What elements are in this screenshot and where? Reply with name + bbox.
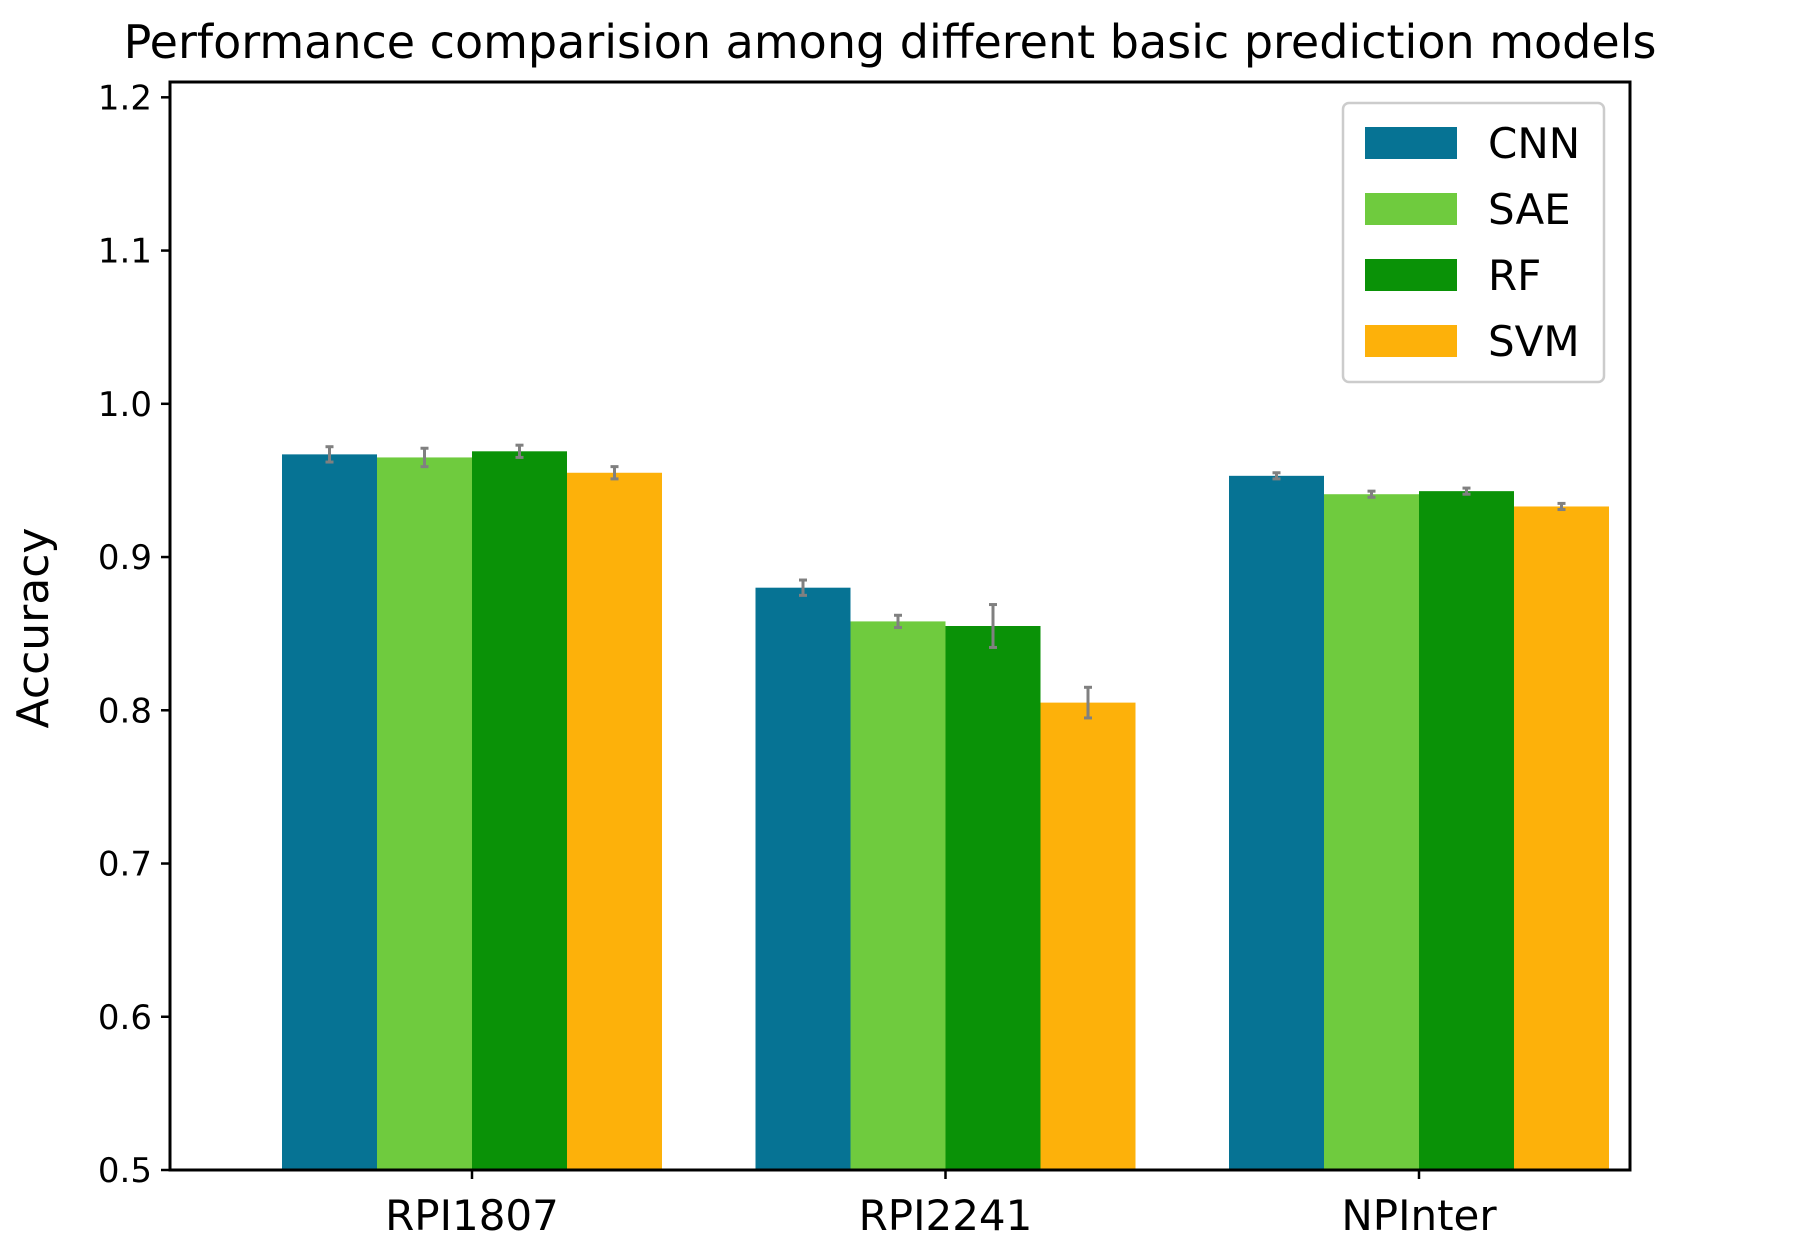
- error-bar-cnn-npinter: [1272, 471, 1281, 481]
- legend-label: RF: [1488, 251, 1541, 300]
- error-bar-svm-rpi1807: [610, 465, 619, 481]
- bar-sae-rpi2241: [850, 621, 946, 1170]
- y-tick-label: 0.8: [98, 691, 152, 731]
- y-tick-label: 0.9: [98, 538, 152, 578]
- chart-title: Performance comparision among different …: [124, 15, 1657, 69]
- legend-label: SAE: [1488, 185, 1571, 234]
- error-bar-rf-rpi2241: [989, 603, 997, 649]
- bar-svm-rpi1807: [567, 472, 662, 1170]
- error-bar-sae-npinter: [1367, 489, 1376, 499]
- y-tick-label: 1.1: [98, 232, 152, 272]
- y-tick-label: 1.2: [98, 78, 152, 118]
- legend-swatch: [1365, 259, 1457, 291]
- bar-sae-rpi1807: [377, 457, 472, 1170]
- bar-rf-npinter: [1419, 491, 1514, 1170]
- bar-cnn-npinter: [1229, 475, 1324, 1171]
- legend-swatch: [1365, 325, 1457, 357]
- y-tick-label: 1.0: [98, 385, 152, 425]
- legend-item-sae: SAE: [1365, 185, 1571, 234]
- error-bar-sae-rpi2241: [894, 613, 902, 630]
- error-bar-cnn-rpi2241: [799, 578, 807, 597]
- legend-label: CNN: [1488, 119, 1580, 168]
- plot-frame: [168, 80, 1632, 1172]
- x-tick-label: NPInter: [1341, 1191, 1497, 1240]
- bar-sae-npinter: [1324, 494, 1419, 1170]
- error-bars-layer: [325, 443, 1566, 720]
- bar-cnn-rpi1807: [282, 454, 377, 1170]
- bar-rf-rpi1807: [472, 451, 567, 1171]
- error-bar-cnn-rpi1807: [325, 445, 334, 464]
- error-bar-svm-npinter: [1557, 501, 1566, 512]
- bar-svm-rpi2241: [1040, 702, 1136, 1170]
- error-bar-svm-rpi2241: [1084, 685, 1092, 720]
- legend-swatch: [1365, 193, 1457, 225]
- legend-item-rf: RF: [1365, 251, 1541, 300]
- y-tick-label: 0.5: [98, 1151, 152, 1191]
- legend-item-svm: SVM: [1365, 317, 1580, 366]
- y-tick-label: 0.6: [98, 998, 152, 1038]
- legend-item-cnn: CNN: [1365, 119, 1580, 168]
- error-bar-rf-npinter: [1462, 486, 1471, 496]
- legend-label: SVM: [1488, 317, 1580, 366]
- bars-layer: [282, 451, 1609, 1171]
- legend: CNN SAE RF SVM: [1341, 101, 1606, 384]
- error-bar-sae-rpi1807: [420, 446, 429, 469]
- error-bar-rf-rpi1807: [515, 443, 524, 459]
- bar-svm-npinter: [1514, 506, 1609, 1170]
- legend-swatch: [1365, 127, 1457, 159]
- legend-box: [1341, 101, 1606, 384]
- axes: 0.5 0.6 0.7 0.8 0.9 1.0 1.1 1.2 RPI1807 RPI2241 NP…: [98, 78, 1632, 1240]
- x-tick-label: RPI2241: [859, 1191, 1033, 1240]
- bar-rf-rpi2241: [945, 626, 1041, 1170]
- y-tick-label: 0.7: [98, 845, 152, 885]
- bar-cnn-rpi2241: [755, 587, 851, 1170]
- x-tick-label: RPI1807: [385, 1191, 559, 1240]
- y-axis-label: Accuracy: [8, 528, 59, 729]
